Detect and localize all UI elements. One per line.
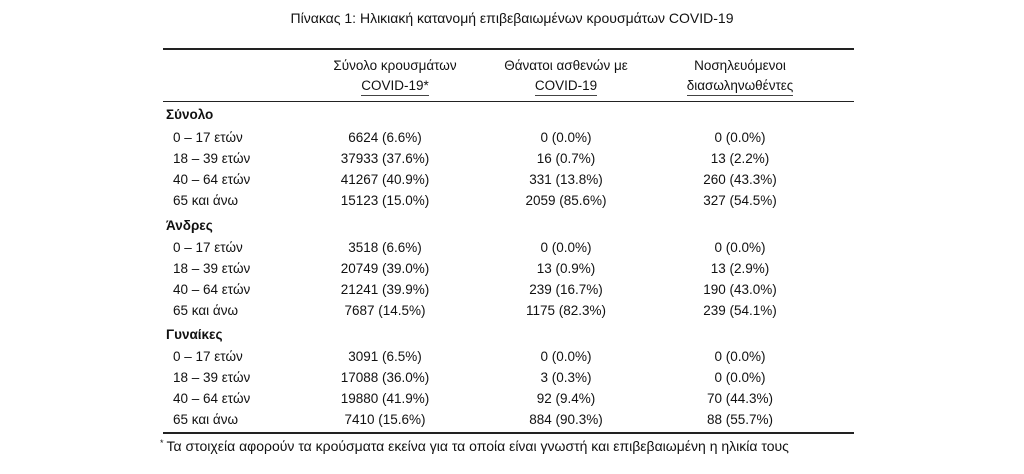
intubated-cell: 13 (2.9%) xyxy=(710,261,770,276)
table-bottom-rule xyxy=(163,432,854,434)
group-label-men: Άνδρες xyxy=(166,218,213,233)
age-label: 0 – 17 ετών xyxy=(173,349,243,364)
table-row: 65 και άνω 7687 (14.5%) 1175 (82.3%) 239… xyxy=(163,300,854,321)
cases-cell: 41267 (40.9%) xyxy=(340,172,430,187)
intubated-cell: 70 (44.3%) xyxy=(706,391,774,406)
column-header-line1: Σύνολο κρουσμάτων xyxy=(333,58,457,73)
age-label: 40 – 64 ετών xyxy=(173,391,251,406)
deaths-cell: 2059 (85.6%) xyxy=(525,193,607,208)
cases-cell: 20749 (39.0%) xyxy=(340,261,430,276)
deaths-cell: 239 (16.7%) xyxy=(529,282,603,297)
cases-cell: 3091 (6.5%) xyxy=(348,349,422,364)
age-label: 65 και άνω xyxy=(173,193,239,208)
age-label: 18 – 39 ετών xyxy=(173,261,251,276)
table-header-rule xyxy=(163,101,854,102)
column-header-line2: διασωληνωθέντες xyxy=(686,77,794,96)
table-row: 0 – 17 ετών 3518 (6.6%) 0 (0.0%) 0 (0.0%… xyxy=(163,237,854,258)
cases-cell: 19880 (41.9%) xyxy=(340,391,430,406)
age-label: 65 και άνω xyxy=(173,412,239,427)
table-row: 0 – 17 ετών 3091 (6.5%) 0 (0.0%) 0 (0.0%… xyxy=(163,346,854,367)
cases-cell: 37933 (37.6%) xyxy=(340,151,430,166)
group-label-women: Γυναίκες xyxy=(166,327,223,342)
deaths-cell: 884 (90.3%) xyxy=(529,412,603,427)
table-row: 65 και άνω 7410 (15.6%) 884 (90.3%) 88 (… xyxy=(163,409,854,430)
cases-cell: 3518 (6.6%) xyxy=(348,240,422,255)
table-title: Πίνακας 1: Ηλικιακή κατανομή επιβεβαιωμέ… xyxy=(290,10,734,26)
cases-cell: 7687 (14.5%) xyxy=(344,303,426,318)
age-label: 0 – 17 ετών xyxy=(173,130,243,145)
intubated-cell: 88 (55.7%) xyxy=(706,412,774,427)
column-header-line1: Θάνατοι ασθενών με xyxy=(504,58,628,73)
table-row: 65 και άνω 15123 (15.0%) 2059 (85.6%) 32… xyxy=(163,190,854,211)
deaths-cell: 3 (0.3%) xyxy=(540,370,592,385)
column-header-total-cases: Σύνολο κρουσμάτων COVID-19* xyxy=(305,56,485,96)
table-row: 18 – 39 ετών 20749 (39.0%) 13 (0.9%) 13 … xyxy=(163,258,854,279)
cases-cell: 15123 (15.0%) xyxy=(340,193,430,208)
intubated-cell: 260 (43.3%) xyxy=(703,172,777,187)
age-label: 40 – 64 ετών xyxy=(173,172,251,187)
column-header-line2: COVID-19* xyxy=(361,77,429,96)
footnote-marker: * xyxy=(160,438,164,448)
deaths-cell: 13 (0.9%) xyxy=(536,261,596,276)
group-label-total: Σύνολο xyxy=(166,107,214,122)
column-header-line1: Νοσηλευόμενοι xyxy=(694,58,786,73)
deaths-cell: 0 (0.0%) xyxy=(540,349,592,364)
column-header-line2: COVID-19 xyxy=(534,77,598,96)
intubated-cell: 239 (54.1%) xyxy=(703,303,777,318)
deaths-cell: 0 (0.0%) xyxy=(540,240,592,255)
deaths-cell: 0 (0.0%) xyxy=(540,130,592,145)
age-label: 65 και άνω xyxy=(173,303,239,318)
cases-cell: 17088 (36.0%) xyxy=(340,370,430,385)
table-row: 40 – 64 ετών 19880 (41.9%) 92 (9.4%) 70 … xyxy=(163,388,854,409)
cases-cell: 7410 (15.6%) xyxy=(344,412,426,427)
intubated-cell: 0 (0.0%) xyxy=(714,240,766,255)
age-label: 40 – 64 ετών xyxy=(173,282,251,297)
intubated-cell: 190 (43.0%) xyxy=(703,282,777,297)
table-top-rule xyxy=(163,48,854,50)
intubated-cell: 0 (0.0%) xyxy=(714,349,766,364)
intubated-cell: 0 (0.0%) xyxy=(714,370,766,385)
table-row: 18 – 39 ετών 17088 (36.0%) 3 (0.3%) 0 (0… xyxy=(163,367,854,388)
intubated-cell: 0 (0.0%) xyxy=(714,130,766,145)
cases-cell: 21241 (39.9%) xyxy=(340,282,430,297)
deaths-cell: 16 (0.7%) xyxy=(536,151,596,166)
cases-cell: 6624 (6.6%) xyxy=(348,130,422,145)
table-row: 0 – 17 ετών 6624 (6.6%) 0 (0.0%) 0 (0.0%… xyxy=(163,127,854,148)
table-row: 18 – 39 ετών 37933 (37.6%) 16 (0.7%) 13 … xyxy=(163,148,854,169)
intubated-cell: 13 (2.2%) xyxy=(710,151,770,166)
footnote-text: Τα στοιχεία αφορούν τα κρούσματα εκείνα … xyxy=(166,438,789,454)
deaths-cell: 331 (13.8%) xyxy=(529,172,603,187)
column-header-deaths: Θάνατοι ασθενών με COVID-19 xyxy=(476,56,656,96)
intubated-cell: 327 (54.5%) xyxy=(703,193,777,208)
table-row: 40 – 64 ετών 21241 (39.9%) 239 (16.7%) 1… xyxy=(163,279,854,300)
age-label: 0 – 17 ετών xyxy=(173,240,243,255)
footnote: * Τα στοιχεία αφορούν τα κρούσματα εκείνα… xyxy=(160,436,789,456)
table-row: 40 – 64 ετών 41267 (40.9%) 331 (13.8%) 2… xyxy=(163,169,854,190)
age-label: 18 – 39 ετών xyxy=(173,370,251,385)
age-label: 18 – 39 ετών xyxy=(173,151,251,166)
deaths-cell: 1175 (82.3%) xyxy=(525,303,607,318)
deaths-cell: 92 (9.4%) xyxy=(536,391,596,406)
column-header-intubated: Νοσηλευόμενοι διασωληνωθέντες xyxy=(650,56,830,96)
